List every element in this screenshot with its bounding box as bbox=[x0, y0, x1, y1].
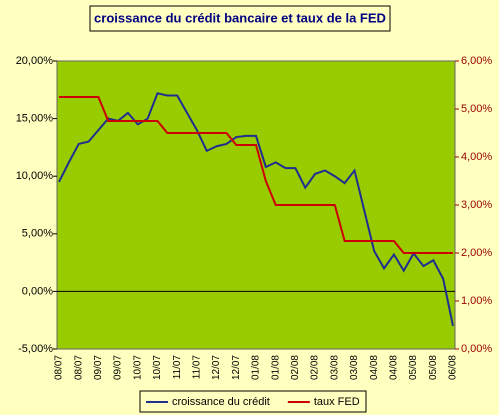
y2-tick-label: 5,00% bbox=[461, 103, 492, 115]
y2-tick-label: 4,00% bbox=[461, 151, 492, 163]
x-tick-label: 03/08 bbox=[329, 355, 340, 380]
x-tick-label: 11/07 bbox=[192, 355, 203, 380]
y2-tick-label: 0,00% bbox=[461, 343, 492, 355]
y2-tick-label: 1,00% bbox=[461, 295, 492, 307]
x-tick-label: 01/08 bbox=[251, 355, 262, 380]
x-tick-label: 05/08 bbox=[428, 355, 439, 380]
x-tick-label: 04/08 bbox=[369, 355, 380, 380]
legend-box bbox=[139, 390, 367, 413]
y-tick-label: 20,00% bbox=[16, 55, 54, 67]
x-tick-label: 03/08 bbox=[349, 355, 360, 380]
y-tick-label: -5,00% bbox=[18, 343, 53, 355]
plot-area bbox=[56, 60, 456, 350]
x-tick-label: 10/07 bbox=[132, 355, 143, 380]
x-tick-label: 10/07 bbox=[152, 355, 163, 380]
x-tick-label: 12/07 bbox=[231, 355, 242, 380]
chart-title: croissance du crédit bancaire et taux de… bbox=[94, 10, 386, 25]
x-tick-label: 01/08 bbox=[270, 355, 281, 380]
x-tick-label: 08/07 bbox=[54, 355, 65, 380]
x-tick-label: 06/08 bbox=[448, 355, 459, 380]
x-tick-label: 09/07 bbox=[113, 355, 124, 380]
y2-tick-label: 3,00% bbox=[461, 199, 492, 211]
data-line bbox=[58, 92, 454, 327]
y-tick-label: 0,00% bbox=[22, 285, 53, 297]
legend-label: croissance du crédit bbox=[172, 396, 270, 408]
y-tick-label: 10,00% bbox=[16, 170, 54, 182]
title-box bbox=[89, 5, 391, 32]
x-tick-label: 12/07 bbox=[211, 355, 222, 380]
y2-tick-label: 6,00% bbox=[461, 55, 492, 67]
data-line bbox=[59, 96, 453, 254]
x-tick-label: 02/08 bbox=[290, 355, 301, 380]
x-tick-label: 02/08 bbox=[310, 355, 321, 380]
y2-tick-label: 2,00% bbox=[461, 247, 492, 259]
x-tick-label: 08/07 bbox=[73, 355, 84, 380]
legend-label: taux FED bbox=[314, 396, 360, 408]
y-tick-label: 5,00% bbox=[22, 228, 53, 240]
x-tick-label: 09/07 bbox=[93, 355, 104, 380]
y-tick-label: 15,00% bbox=[16, 113, 54, 125]
x-tick-label: 11/07 bbox=[172, 355, 183, 380]
x-tick-label: 04/08 bbox=[389, 355, 400, 380]
x-tick-label: 05/08 bbox=[408, 355, 419, 380]
